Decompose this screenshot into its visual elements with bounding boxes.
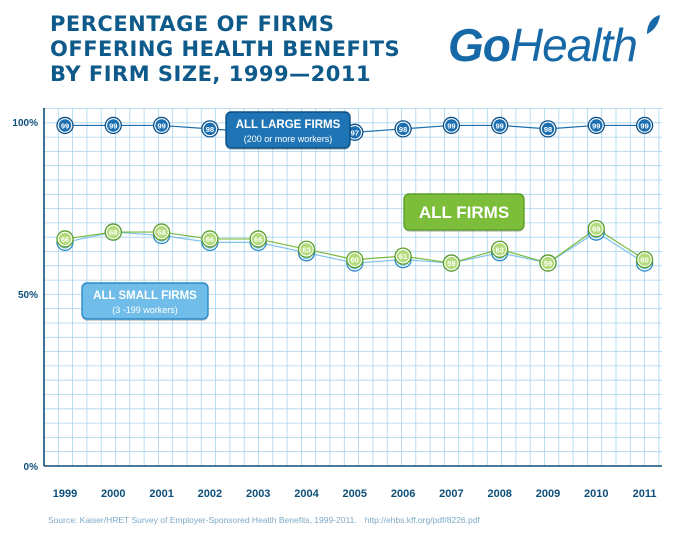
data-label-all: 59 xyxy=(544,259,552,268)
leaf-icon xyxy=(647,15,660,34)
title-line-1: PERCENTAGE OF FIRMS xyxy=(50,12,335,36)
data-point-all xyxy=(590,222,603,235)
gohealth-logo: GoHealth xyxy=(448,15,660,72)
x-tick-label: 2001 xyxy=(149,488,173,500)
data-point-all xyxy=(445,256,458,270)
y-tick-label: 0% xyxy=(24,462,39,473)
data-label-all: 60 xyxy=(640,256,648,265)
data-point-large xyxy=(107,119,120,132)
source-text: Source: Kaiser/HRET Survey of Employer-S… xyxy=(48,515,357,525)
data-point-all xyxy=(58,232,72,246)
data-point-all xyxy=(155,225,168,239)
x-tick-label: 1999 xyxy=(53,488,77,500)
data-point-large xyxy=(541,122,555,136)
data-point-all xyxy=(541,256,555,270)
logo-text-go: Go xyxy=(448,19,511,71)
legend-large-box xyxy=(225,111,351,149)
x-tick-label: 2003 xyxy=(246,488,270,500)
data-label-all: 60 xyxy=(351,256,359,265)
data-point-large xyxy=(155,119,168,132)
data-label-large: 99 xyxy=(496,121,504,130)
source-url: http://ehbs.kff.org/pdf/8226.pdf xyxy=(364,515,480,525)
x-tick-label: 2006 xyxy=(391,488,415,500)
data-point-large xyxy=(58,119,72,132)
title-line-2: OFFERING HEALTH BENEFITS xyxy=(50,37,401,61)
x-tick-label: 2011 xyxy=(633,488,657,500)
x-tick-label: 2004 xyxy=(294,488,319,500)
legend-small-subtitle: (3 -199 workers) xyxy=(112,305,178,315)
data-point-all xyxy=(493,243,506,256)
y-tick-label: 100% xyxy=(12,118,38,129)
data-point-large xyxy=(590,119,603,132)
data-point-all xyxy=(252,232,265,246)
legend-all-box xyxy=(403,193,525,231)
data-label-all: 63 xyxy=(496,245,504,254)
logo-text-health: Health xyxy=(509,19,638,71)
data-label-large: 99 xyxy=(447,121,455,130)
data-point-large xyxy=(396,122,410,136)
data-point-all xyxy=(638,253,651,266)
data-point-all xyxy=(396,249,410,263)
x-tick-label: 2002 xyxy=(198,488,222,500)
data-label-large: 97 xyxy=(351,128,359,137)
data-point-large xyxy=(348,126,361,139)
legend-large-subtitle: (200 or more workers) xyxy=(244,134,333,144)
legend-all-title: ALL FIRMS xyxy=(419,203,509,222)
data-label-all: 61 xyxy=(399,252,407,261)
data-label-all: 66 xyxy=(254,235,262,244)
data-label-large: 99 xyxy=(640,121,648,130)
data-point-large xyxy=(638,119,651,132)
x-tick-label: 2007 xyxy=(439,488,463,500)
data-label-all: 66 xyxy=(206,235,214,244)
data-label-large: 99 xyxy=(157,121,165,130)
data-label-all: 66 xyxy=(61,235,69,244)
data-label-all: 68 xyxy=(109,228,117,237)
data-point-all xyxy=(348,253,361,266)
data-label-large: 99 xyxy=(109,121,117,130)
data-label-all: 59 xyxy=(447,259,455,268)
data-label-large: 98 xyxy=(544,125,552,134)
legend-small-box xyxy=(81,282,209,320)
data-label-all: 68 xyxy=(157,228,165,237)
data-label-all: 63 xyxy=(302,245,310,254)
data-point-all xyxy=(300,243,313,256)
x-tick-label: 2008 xyxy=(487,488,511,500)
x-tick-label: 2009 xyxy=(536,488,560,500)
data-label-large: 99 xyxy=(61,121,69,130)
data-point-large xyxy=(445,119,458,132)
data-label-large: 98 xyxy=(399,125,407,134)
legend-small-title: ALL SMALL FIRMS xyxy=(93,290,197,302)
title-line-3: BY FIRM SIZE, 1999—2011 xyxy=(50,62,372,86)
data-label-all: 69 xyxy=(592,225,600,234)
data-label-large: 98 xyxy=(206,125,214,134)
chart-title: PERCENTAGE OF FIRMS OFFERING HEALTH BENE… xyxy=(50,12,400,87)
data-point-all xyxy=(203,232,217,246)
data-label-large: 99 xyxy=(592,121,600,130)
source-note: Source: Kaiser/HRET Survey of Employer-S… xyxy=(48,515,480,525)
data-point-all xyxy=(107,225,120,239)
legend-large-title: ALL LARGE FIRMS xyxy=(236,119,341,131)
x-tick-label: 2005 xyxy=(343,488,367,500)
x-tick-label: 2010 xyxy=(584,488,608,500)
data-point-large xyxy=(203,122,217,136)
y-tick-label: 50% xyxy=(18,290,38,301)
x-tick-label: 2000 xyxy=(101,488,125,500)
data-point-large xyxy=(493,119,506,132)
